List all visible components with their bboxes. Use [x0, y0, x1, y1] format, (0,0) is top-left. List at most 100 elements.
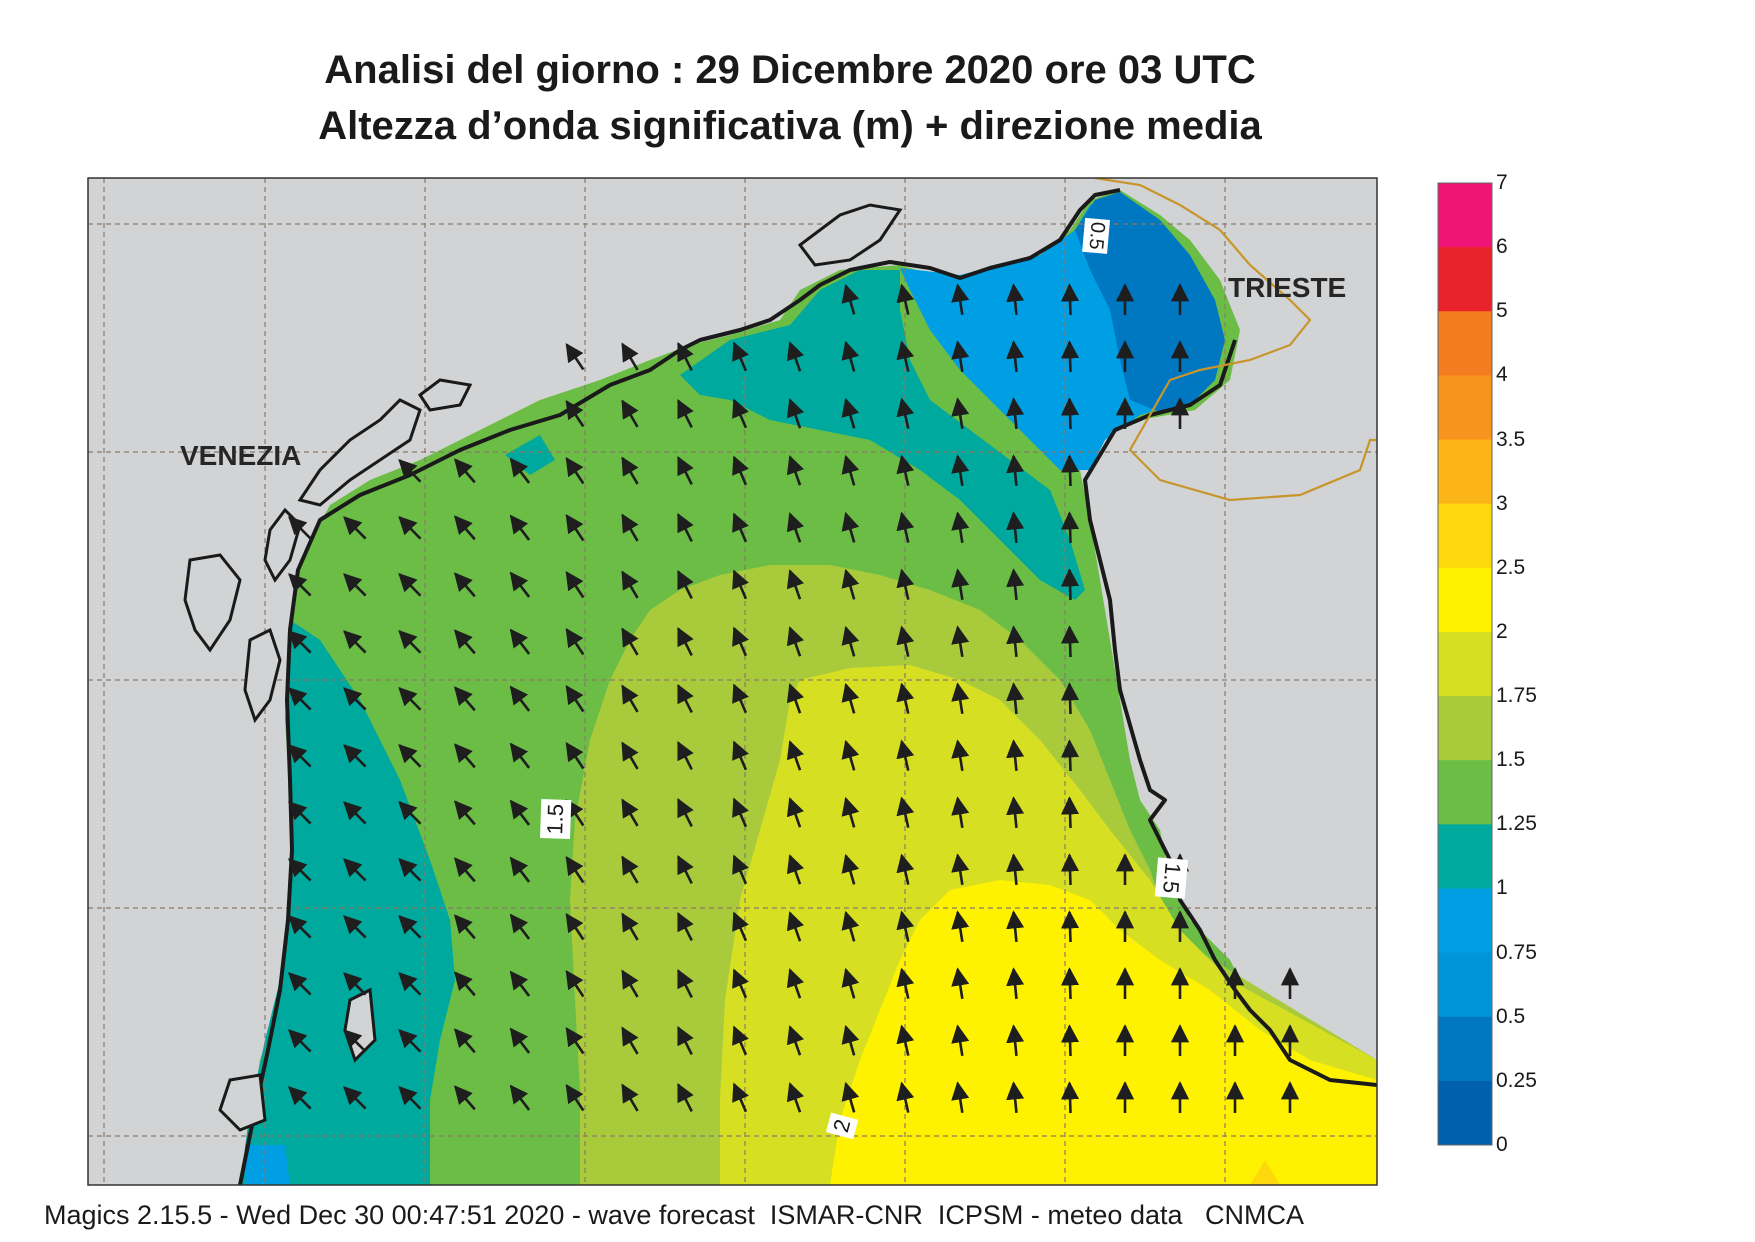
wave-direction-arrow	[509, 970, 531, 997]
colour-scale-tick: 4	[1496, 363, 1508, 387]
wave-direction-arrow	[343, 915, 367, 939]
wave-direction-arrow	[398, 743, 422, 768]
wave-direction-arrow	[786, 968, 805, 999]
wave-direction-arrow	[288, 687, 312, 711]
wave-direction-arrow	[621, 1083, 639, 1112]
wave-direction-arrow	[786, 740, 805, 771]
wave-direction-arrow	[1060, 625, 1080, 658]
footer-credits: Magics 2.15.5 - Wed Dec 30 00:47:51 2020…	[44, 1200, 1304, 1230]
wave-direction-arrow	[398, 515, 422, 540]
wave-direction-arrow	[1006, 739, 1025, 772]
wave-direction-arrow	[1060, 739, 1080, 772]
wave-direction-arrow	[621, 570, 639, 599]
wave-direction-arrow	[677, 797, 694, 827]
wave-direction-arrow	[1006, 967, 1025, 1000]
wave-direction-arrow	[454, 572, 476, 598]
wave-direction-arrow	[398, 971, 422, 996]
wave-direction-arrow	[454, 1028, 476, 1054]
colour-scale-tick: 1.5	[1496, 748, 1526, 772]
wave-direction-arrow	[841, 1081, 860, 1113]
wave-direction-arrow	[732, 1082, 749, 1113]
wave-direction-arrow	[1060, 796, 1080, 829]
colour-scale-box	[1438, 824, 1492, 889]
wave-direction-arrow	[509, 1084, 531, 1111]
wave-direction-arrow	[951, 397, 970, 430]
colour-scale-tick: 1.25	[1496, 812, 1537, 836]
wave-direction-arrow	[1006, 397, 1025, 430]
wave-direction-arrow	[896, 511, 915, 543]
wave-direction-arrow	[896, 739, 915, 771]
wave-direction-arrow	[565, 856, 585, 884]
wave-direction-arrow	[621, 912, 639, 941]
wave-direction-arrow	[288, 630, 312, 654]
wave-direction-arrow	[841, 568, 860, 600]
wave-direction-arrow	[621, 684, 639, 713]
wave-direction-arrow	[509, 913, 531, 940]
wave-direction-arrow	[454, 743, 476, 769]
colour-scale-box	[1438, 888, 1492, 954]
wave-direction-arrow	[1060, 967, 1080, 1000]
wave-direction-arrow	[1060, 568, 1080, 601]
wave-direction-arrow	[565, 1084, 585, 1112]
wave-direction-arrow	[951, 340, 970, 373]
wave-direction-arrow	[288, 744, 312, 768]
wave-direction-arrow	[1060, 682, 1080, 715]
wave-direction-arrow	[565, 913, 585, 941]
wave-direction-arrow	[677, 341, 694, 371]
wave-direction-arrow	[454, 857, 476, 883]
colour-scale-frame	[1437, 182, 1493, 1146]
wave-direction-arrow	[565, 742, 585, 770]
wave-direction-arrow	[896, 967, 915, 999]
colour-scale-box	[1438, 952, 1492, 1018]
wave-direction-arrow	[677, 911, 694, 941]
wave-direction-arrow	[343, 630, 367, 654]
wave-direction-arrow	[565, 628, 585, 656]
wave-direction-arrow	[288, 573, 312, 597]
coastline-istria	[1083, 339, 1377, 1087]
colour-scale-box	[1438, 311, 1492, 376]
map-frame	[87, 177, 1378, 1186]
wave-direction-arrow	[951, 625, 970, 658]
wave-direction-arrow	[454, 686, 476, 712]
wave-direction-arrow	[288, 915, 312, 939]
wave-direction-arrow	[454, 458, 476, 484]
colour-scale-tick: 0.75	[1496, 940, 1537, 964]
zone-2-2.5	[830, 880, 1377, 1185]
wave-direction-arrow	[786, 341, 805, 372]
wave-direction-arrow	[732, 740, 749, 771]
wave-direction-arrow	[1006, 454, 1025, 487]
wave-direction-arrow	[621, 342, 639, 371]
colour-scale-tick: 0.5	[1496, 1004, 1526, 1028]
wave-direction-arrow	[896, 910, 915, 942]
colour-scale-box	[1438, 567, 1492, 633]
wave-direction-arrow	[398, 1028, 422, 1053]
colour-scale-tick: 1	[1496, 876, 1508, 900]
wave-direction-arrow	[343, 516, 367, 540]
colour-scale-box	[1438, 247, 1492, 312]
wave-direction-arrow	[732, 626, 749, 657]
colour-scale-box	[1438, 503, 1492, 569]
wave-direction-arrow	[398, 914, 422, 939]
colour-scale-tick: 3	[1496, 491, 1508, 515]
wave-direction-arrow	[454, 800, 476, 826]
wave-direction-arrow	[288, 1029, 312, 1053]
wave-direction-arrow	[343, 801, 367, 825]
wave-direction-arrow	[951, 853, 970, 886]
colour-scale-tick: 7	[1496, 171, 1508, 194]
wave-direction-arrow	[565, 400, 585, 428]
wave-direction-arrow	[1006, 682, 1025, 715]
lat-lon-grid	[88, 178, 1377, 1185]
colour-scale-box	[1438, 375, 1492, 441]
wave-direction-arrow	[288, 801, 312, 825]
wave-direction-arrow	[1006, 625, 1025, 658]
wave-direction-arrow	[951, 967, 970, 1000]
wave-direction-arrow	[1060, 340, 1080, 373]
wave-direction-arrow	[732, 341, 749, 372]
wave-direction-arrow	[786, 1082, 805, 1113]
wave-direction-arrow	[398, 686, 422, 711]
wave-direction-arrow	[896, 1024, 915, 1056]
wave-direction-arrow	[732, 683, 749, 714]
wave-direction-arrow	[343, 858, 367, 882]
wave-direction-arrow	[896, 340, 915, 372]
